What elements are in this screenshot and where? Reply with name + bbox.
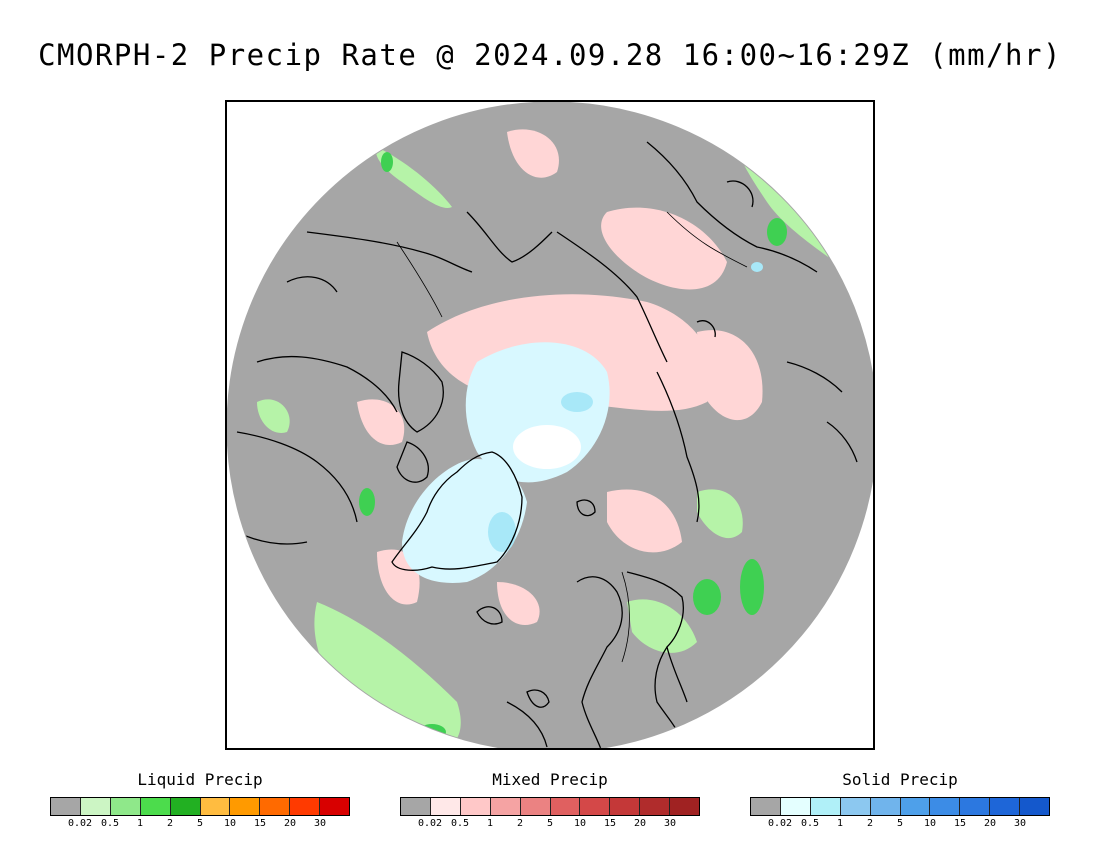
- legend-swatch: [870, 798, 901, 815]
- legend-tick-label: 0.02: [767, 818, 793, 829]
- legend-swatch: [290, 798, 321, 815]
- legend-tick-label: 0.5: [100, 818, 120, 829]
- legend-swatch: [140, 798, 171, 815]
- legend-tick-label: 30: [1013, 818, 1027, 829]
- legend-swatch: [170, 798, 201, 815]
- chart-title: CMORPH-2 Precip Rate @ 2024.09.28 16:00~…: [38, 38, 1062, 72]
- legend-tick-label: 0.5: [450, 818, 470, 829]
- legend-swatch: [580, 798, 611, 815]
- legend-colorbar: [750, 797, 1050, 816]
- legend-tick-label: 0.5: [800, 818, 820, 829]
- legend-swatch: [260, 798, 291, 815]
- legend-tick-label: 10: [923, 818, 937, 829]
- country-borders: [396, 211, 748, 663]
- legend-tick-label: 2: [866, 818, 874, 829]
- legend-swatch: [51, 798, 81, 815]
- legend-tick-label: 20: [283, 818, 297, 829]
- legend-swatch: [900, 798, 931, 815]
- legend-swatch: [751, 798, 781, 815]
- legend-tick-label: 5: [896, 818, 904, 829]
- legend-solid: Solid Precip 0.02 0.5 1 2 5 10 15 20 30: [750, 770, 1050, 834]
- legend-swatch: [490, 798, 521, 815]
- legend-swatch: [110, 798, 141, 815]
- legend-tick-label: 2: [516, 818, 524, 829]
- legend-tick-label: 1: [836, 818, 844, 829]
- legend-ticks: 0.02 0.5 1 2 5 10 15 20 30: [400, 818, 700, 834]
- legend-tick-label: 15: [953, 818, 967, 829]
- polar-precip-map: [225, 100, 875, 750]
- legend-mixed: Mixed Precip 0.02 0.5 1 2 5 10 15 20 30: [400, 770, 700, 834]
- legend-ticks: 0.02 0.5 1 2 5 10 15 20 30: [50, 818, 350, 834]
- legend-swatch: [640, 798, 671, 815]
- legend-tick-label: 5: [546, 818, 554, 829]
- legend-swatch: [670, 798, 700, 815]
- legend-tick-label: 0.02: [67, 818, 93, 829]
- legend-colorbar: [400, 797, 700, 816]
- legend-tick-label: 10: [573, 818, 587, 829]
- legend-title: Solid Precip: [842, 770, 958, 789]
- legend-swatch: [430, 798, 461, 815]
- legend-swatch: [230, 798, 261, 815]
- legend-swatch: [1020, 798, 1050, 815]
- legend-tick-label: 20: [983, 818, 997, 829]
- legend-tick-label: 0.02: [417, 818, 443, 829]
- legend-tick-label: 30: [663, 818, 677, 829]
- legend-swatch: [520, 798, 551, 815]
- liquid-heavy-cells: [359, 152, 787, 740]
- legend-swatch: [320, 798, 350, 815]
- legend-swatch: [810, 798, 841, 815]
- legend-tick-label: 1: [486, 818, 494, 829]
- legend-swatch: [960, 798, 991, 815]
- legend-tick-label: 2: [166, 818, 174, 829]
- solid-mid-cells: [488, 262, 763, 552]
- legend-tick-label: 5: [196, 818, 204, 829]
- legend-tick-label: 10: [223, 818, 237, 829]
- legend-swatch: [80, 798, 111, 815]
- north-pole-no-data: [513, 425, 581, 469]
- coastlines: [236, 141, 858, 748]
- legend-tick-label: 15: [253, 818, 267, 829]
- legend-tick-label: 1: [136, 818, 144, 829]
- legend-colorbar: [50, 797, 350, 816]
- legend-swatch: [460, 798, 491, 815]
- legend-swatch: [930, 798, 961, 815]
- legend-tick-label: 20: [633, 818, 647, 829]
- legend-tick-label: 15: [603, 818, 617, 829]
- legend-swatch: [610, 798, 641, 815]
- legend-liquid: Liquid Precip 0.02 0.5 1 2 5 10 15 20 30: [50, 770, 350, 834]
- legend-swatch: [990, 798, 1021, 815]
- legend-title: Liquid Precip: [137, 770, 263, 789]
- legend-swatch: [401, 798, 431, 815]
- legend-swatch: [840, 798, 871, 815]
- legend-ticks: 0.02 0.5 1 2 5 10 15 20 30: [750, 818, 1050, 834]
- legend-tick-label: 30: [313, 818, 327, 829]
- legend-swatch: [200, 798, 231, 815]
- legend-swatch: [550, 798, 581, 815]
- legend-swatch: [780, 798, 811, 815]
- map-canvas: [227, 102, 873, 748]
- legend-title: Mixed Precip: [492, 770, 608, 789]
